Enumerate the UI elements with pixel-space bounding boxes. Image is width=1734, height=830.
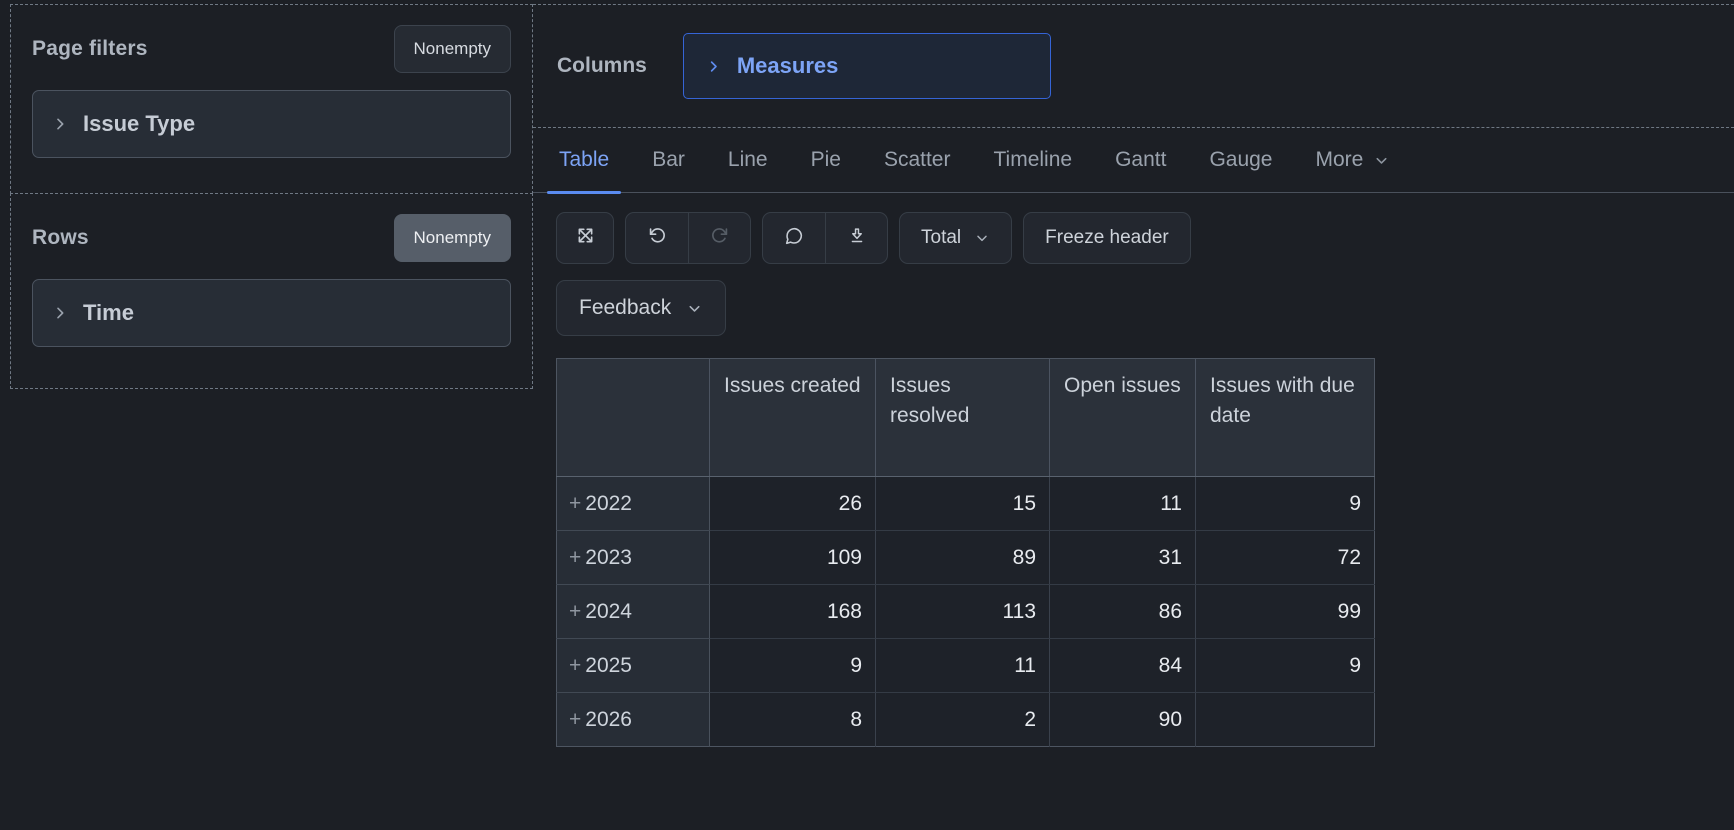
column-header-issues-resolved[interactable]: Issues resolved (875, 358, 1050, 477)
undo-icon (646, 225, 668, 252)
cell-value: 168 (709, 584, 876, 639)
table-row: +2022 26 15 11 9 (556, 476, 1375, 531)
dimension-item-label: Time (83, 300, 134, 325)
columns-title: Columns (557, 54, 647, 77)
cell-value: 9 (709, 638, 876, 693)
table-row: +2023 109 89 31 72 (556, 530, 1375, 585)
row-header-2023[interactable]: +2023 (556, 530, 710, 585)
total-dropdown-button[interactable]: Total (899, 212, 1013, 264)
undo-redo-group (625, 212, 751, 264)
tab-gantt[interactable]: Gantt (1115, 148, 1167, 171)
download-button[interactable] (825, 213, 887, 263)
comment-button[interactable] (763, 213, 825, 263)
column-header-open-issues[interactable]: Open issues (1049, 358, 1196, 477)
tab-timeline[interactable]: Timeline (993, 148, 1073, 171)
table-row: +2026 8 2 90 (556, 692, 1375, 747)
chevron-right-icon (52, 305, 68, 321)
cell-value: 72 (1195, 530, 1375, 585)
cell-value: 9 (1195, 638, 1375, 693)
expand-icon: + (569, 599, 582, 623)
columns-panel: Columns Measures (533, 4, 1734, 128)
expand-arrows-icon (574, 224, 597, 252)
expand-icon: + (569, 653, 582, 677)
chevron-right-icon (706, 59, 721, 74)
cell-value: 11 (1049, 476, 1196, 531)
feedback-dropdown-button[interactable]: Feedback (556, 280, 727, 336)
chevron-down-icon (974, 230, 990, 246)
dimension-item-label: Issue Type (83, 111, 196, 136)
dimension-item-label: Measures (736, 53, 839, 78)
expand-view-button[interactable] (556, 212, 614, 264)
rows-nonempty-button[interactable]: Nonempty (393, 214, 511, 262)
row-header-2022[interactable]: +2022 (556, 476, 710, 531)
table-toolbar: Total Freeze header (556, 212, 1191, 264)
chevron-down-icon (686, 300, 703, 317)
expand-icon: + (569, 491, 582, 515)
tab-more[interactable]: More (1314, 128, 1393, 192)
pivot-table: Issues created Issues resolved Open issu… (556, 358, 1375, 747)
tab-bar[interactable]: Bar (652, 148, 685, 171)
comment-export-group (762, 212, 888, 264)
tab-scatter[interactable]: Scatter (883, 148, 951, 171)
dimension-item-time[interactable]: Time (32, 279, 511, 347)
page-filters-panel: Page filters Nonempty Issue Type (10, 4, 533, 194)
tab-pie[interactable]: Pie (810, 148, 841, 171)
redo-icon (709, 225, 731, 252)
table-row: +2025 9 11 84 9 (556, 638, 1375, 693)
rows-title: Rows (32, 226, 89, 249)
cell-value (1195, 692, 1375, 747)
cell-value: 89 (875, 530, 1050, 585)
chevron-down-icon (1373, 152, 1390, 169)
page-filters-title: Page filters (32, 37, 148, 60)
tab-gauge[interactable]: Gauge (1209, 148, 1273, 171)
dimension-item-measures[interactable]: Measures (682, 33, 1051, 99)
undo-button[interactable] (626, 213, 688, 263)
table-row: +2024 168 113 86 99 (556, 584, 1375, 639)
cell-value: 109 (709, 530, 876, 585)
cell-value: 9 (1195, 476, 1375, 531)
row-header-2024[interactable]: +2024 (556, 584, 710, 639)
cell-value: 26 (709, 476, 876, 531)
chevron-right-icon (52, 116, 68, 132)
column-header-issues-with-due-date[interactable]: Issues with due date (1195, 358, 1375, 477)
cell-value: 15 (875, 476, 1050, 531)
download-icon (846, 225, 868, 252)
view-tabs: Table Bar Line Pie Scatter Timeline Gant… (533, 128, 1734, 194)
cell-value: 31 (1049, 530, 1196, 585)
dimension-item-issue-type[interactable]: Issue Type (32, 90, 511, 158)
pivot-header-row: Issues created Issues resolved Open issu… (556, 358, 1375, 477)
page-filters-nonempty-button[interactable]: Nonempty (393, 25, 511, 73)
tab-table[interactable]: Table (546, 128, 622, 194)
cell-value: 11 (875, 638, 1050, 693)
pivot-corner-cell (556, 358, 710, 477)
cell-value: 113 (875, 584, 1050, 639)
cell-value: 2 (875, 692, 1050, 747)
tab-line[interactable]: Line (727, 148, 768, 171)
row-header-2026[interactable]: +2026 (556, 692, 710, 747)
comment-bubble-icon (783, 225, 805, 252)
column-header-issues-created[interactable]: Issues created (709, 358, 876, 477)
rows-panel: Rows Nonempty Time (10, 193, 533, 389)
expand-icon: + (569, 707, 582, 731)
expand-icon: + (569, 545, 582, 569)
cell-value: 90 (1049, 692, 1196, 747)
cell-value: 8 (709, 692, 876, 747)
cell-value: 86 (1049, 584, 1196, 639)
row-header-2025[interactable]: +2025 (556, 638, 710, 693)
cell-value: 84 (1049, 638, 1196, 693)
cell-value: 99 (1195, 584, 1375, 639)
redo-button[interactable] (688, 213, 750, 263)
freeze-header-button[interactable]: Freeze header (1023, 212, 1191, 264)
